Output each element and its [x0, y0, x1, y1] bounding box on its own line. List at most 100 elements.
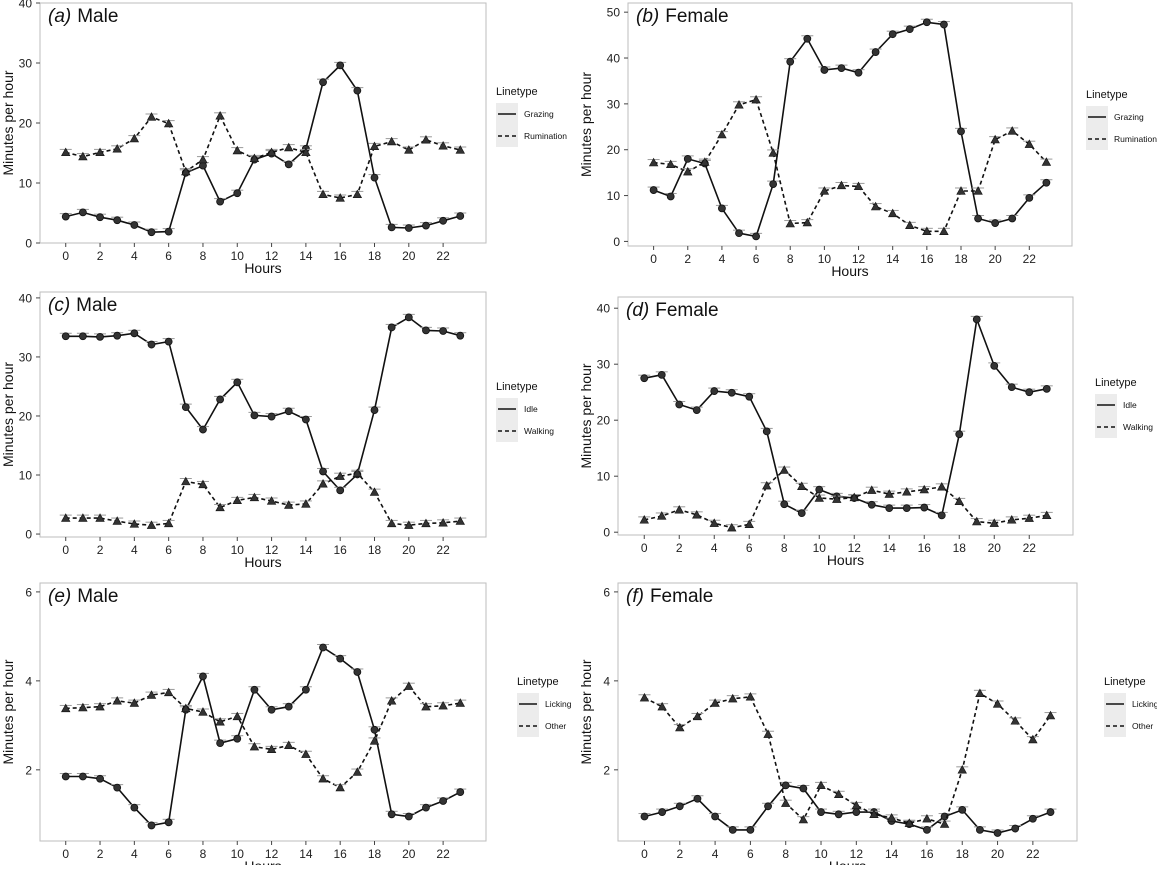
point-c-idle-20: [404, 313, 413, 322]
panel-letter-c: (c): [48, 295, 70, 316]
y-tick-label-c-40: 40: [19, 291, 33, 305]
legend-keys-f: [1104, 693, 1126, 737]
y-axis-label-f: Minutes per hour: [578, 659, 594, 764]
point-c-idle-22: [439, 327, 448, 335]
panel-title-f: (f) Female: [626, 586, 713, 607]
point-d-walking-19: [972, 516, 982, 526]
x-tick-label-b-14: 14: [886, 252, 900, 266]
legend-label-e-licking: Licking: [545, 699, 572, 709]
point-a-grazing-17: [353, 86, 362, 95]
panel-letter-d: (d): [626, 300, 649, 321]
point-b-grazing-9: [803, 34, 812, 43]
point-e-other-5: [146, 690, 157, 699]
point-e-licking-16: [336, 654, 345, 663]
panel-title-a: (a) Male: [48, 6, 118, 27]
point-a-rumination-19: [386, 136, 397, 146]
panel-letter-e: (e): [48, 586, 71, 607]
x-tick-label-c-12: 12: [265, 543, 279, 557]
point-a-rumination-23: [455, 145, 465, 154]
point-e-licking-19: [387, 810, 396, 819]
legend-title-a: Linetype: [496, 86, 538, 98]
legend-title-c: Linetype: [496, 381, 538, 393]
x-tick-label-f-16: 16: [920, 847, 934, 861]
y-tick-label-c-10: 10: [19, 469, 33, 483]
point-e-licking-13: [284, 702, 293, 711]
point-d-idle-21: [1007, 383, 1016, 392]
point-a-rumination-9: [215, 110, 225, 120]
x-axis-label-c: Hours: [244, 554, 281, 570]
x-tick-label-c-10: 10: [231, 543, 245, 557]
x-tick-label-e-18: 18: [368, 847, 382, 861]
x-tick-label-b-22: 22: [1023, 252, 1037, 266]
y-tick-label-b-10: 10: [607, 189, 621, 203]
point-c-walking-19: [386, 518, 397, 528]
point-e-licking-3: [113, 783, 122, 792]
point-e-other-14: [301, 749, 311, 758]
panel-title-text-f: Female: [650, 586, 713, 607]
point-d-walking-4: [709, 518, 719, 527]
x-tick-label-d-6: 6: [746, 541, 753, 555]
y-tick-label-e-2: 2: [25, 763, 32, 777]
point-c-walking-4: [129, 519, 140, 528]
point-c-walking-5: [146, 520, 157, 529]
point-b-grazing-6: [752, 232, 760, 241]
legend-label-f-licking: Licking: [1132, 699, 1157, 709]
point-b-grazing-17: [940, 20, 948, 29]
y-tick-label-b-0: 0: [613, 235, 620, 249]
point-f-other-11: [833, 789, 844, 798]
x-tick-label-f-14: 14: [885, 847, 899, 861]
point-f-other-8: [781, 798, 791, 807]
x-tick-label-c-0: 0: [62, 543, 69, 557]
point-e-other-7: [181, 703, 191, 713]
point-d-walking-17: [937, 482, 947, 491]
point-f-other-10: [816, 780, 826, 790]
point-d-walking-13: [867, 485, 877, 494]
point-e-other-1: [78, 702, 88, 712]
point-b-grazing-22: [1025, 193, 1034, 202]
y-tick-label-c-30: 30: [19, 350, 33, 364]
point-f-other-0: [639, 692, 650, 702]
point-c-idle-21: [422, 326, 430, 335]
point-e-other-21: [421, 701, 431, 711]
point-d-idle-9: [797, 509, 806, 518]
plot-area-c: [39, 291, 487, 538]
point-c-walking-7: [181, 476, 191, 486]
point-c-walking-16: [335, 471, 345, 480]
y-tick-label-a-10: 10: [19, 177, 33, 191]
y-tick-label-d-10: 10: [597, 470, 611, 484]
legend-title-e: Linetype: [517, 676, 559, 688]
y-tick-label-c-0: 0: [25, 528, 32, 542]
x-tick-label-d-8: 8: [781, 541, 788, 555]
point-a-grazing-23: [456, 212, 465, 220]
point-b-grazing-11: [837, 64, 846, 73]
legend-label-e-other: Other: [545, 721, 566, 731]
legend-label-b-grazing: Grazing: [1114, 112, 1144, 122]
x-tick-label-e-0: 0: [62, 847, 69, 861]
x-tick-label-e-20: 20: [402, 847, 416, 861]
chart-panel-a: 0 10 20 30 40 0 2 4 6 8 10 12 14 16 18 20 22 Hours Minutes…: [0, 0, 578, 288]
point-f-other-22: [1028, 734, 1038, 744]
y-tick-label-c-20: 20: [19, 409, 33, 423]
point-c-walking-23: [455, 516, 465, 525]
point-e-licking-0: [61, 772, 70, 781]
point-a-grazing-2: [96, 213, 104, 222]
x-tick-label-c-4: 4: [131, 543, 138, 557]
x-tick-label-a-18: 18: [368, 249, 382, 263]
point-d-walking-0: [639, 515, 649, 524]
chart-panel-f: 2 4 6 0 2 4 6 8 10 12 14 16 18 20 22 Hours Minutes per h…: [578, 576, 1157, 870]
x-tick-label-a-6: 6: [165, 249, 172, 263]
point-d-walking-1: [657, 511, 667, 520]
point-d-walking-23: [1042, 510, 1052, 520]
point-c-idle-14: [301, 415, 310, 424]
point-b-rumination-10: [819, 186, 830, 195]
x-axis-label-b: Hours: [831, 263, 868, 279]
point-b-rumination-5: [734, 99, 744, 109]
panel-letter-f: (f): [626, 586, 644, 607]
point-b-grazing-19: [974, 214, 982, 223]
point-c-idle-0: [61, 332, 70, 341]
x-axis-label-a: Hours: [244, 260, 281, 276]
point-b-rumination-19: [973, 186, 983, 195]
point-c-idle-9: [216, 395, 225, 404]
point-d-idle-18: [955, 430, 964, 439]
x-tick-label-f-22: 22: [1026, 847, 1040, 861]
